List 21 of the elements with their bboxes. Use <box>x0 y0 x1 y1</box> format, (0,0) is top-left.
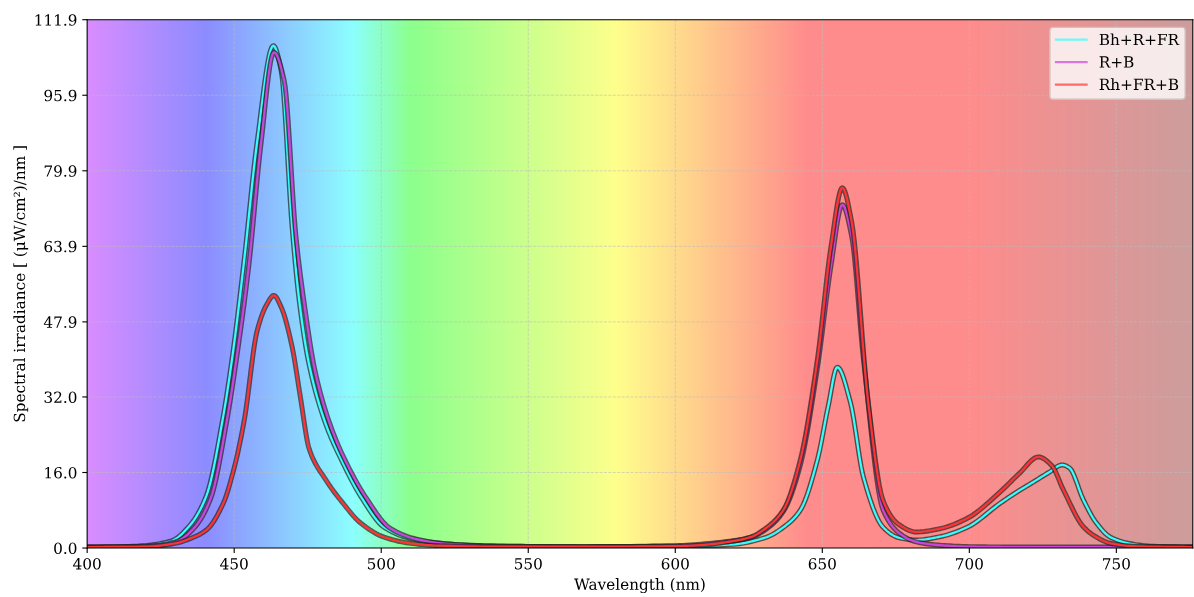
legend-label: Rh+FR+B <box>1099 78 1179 90</box>
y-tick-label: 111.9 <box>35 14 77 26</box>
y-tick-label: 47.9 <box>43 316 77 328</box>
legend-label: Bh+R+FR <box>1099 33 1180 46</box>
x-tick-label: 750 <box>1103 558 1130 570</box>
x-tick-label: 450 <box>220 558 248 570</box>
y-axis-title: Spectral irradiance [ (μW/cm²)/nm ] <box>13 146 29 422</box>
x-tick-label: 550 <box>514 558 542 570</box>
x-axis-title: Wavelength (nm) <box>574 578 705 594</box>
legend-label: R+B <box>1099 56 1134 68</box>
y-tick-label: 32.0 <box>44 391 77 403</box>
x-tick-label: 500 <box>367 558 395 570</box>
y-tick-label: 63.9 <box>44 240 77 253</box>
x-tick-label: 400 <box>73 558 101 570</box>
y-tick-label: 95.9 <box>44 89 77 102</box>
y-tick-label: 79.9 <box>44 165 77 177</box>
x-tick-label: 700 <box>956 558 983 570</box>
x-tick-label: 650 <box>808 558 836 570</box>
y-tick-label: 0.0 <box>54 542 77 555</box>
y-tick-label: 16.0 <box>45 466 77 479</box>
x-tick-label: 600 <box>661 558 689 570</box>
